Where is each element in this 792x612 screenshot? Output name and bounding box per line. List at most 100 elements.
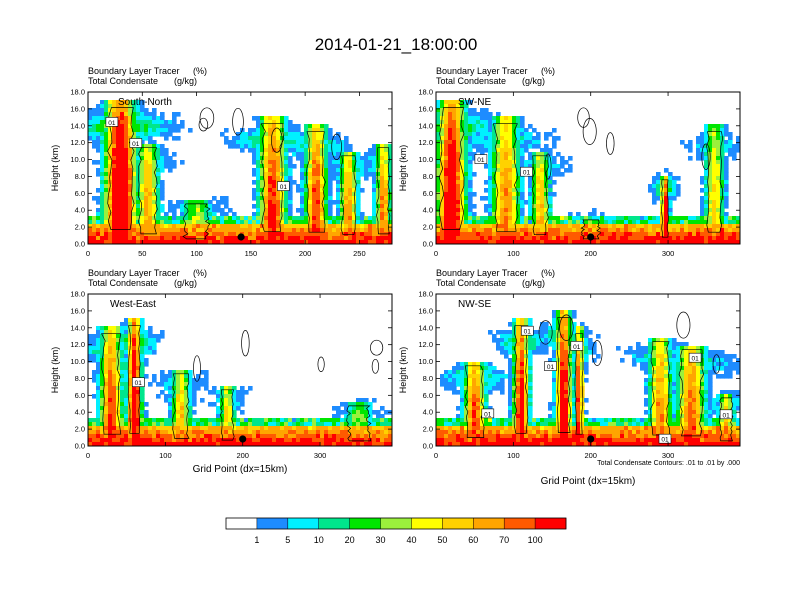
field-cell <box>632 228 637 233</box>
field-cell <box>352 402 357 407</box>
field-cell <box>116 390 121 395</box>
field-cell <box>700 346 705 351</box>
field-cell <box>516 184 521 189</box>
field-cell <box>132 188 137 193</box>
field-cell <box>160 434 165 439</box>
field-cell <box>688 240 693 244</box>
field-cell <box>276 152 281 157</box>
field-cell <box>492 334 497 339</box>
field-cell <box>328 232 333 237</box>
contour-label: 01 <box>477 157 485 164</box>
field-cell <box>292 236 297 241</box>
field-cell <box>108 188 113 193</box>
field-cell <box>308 196 313 201</box>
field-cell <box>120 104 125 109</box>
field-cell <box>720 164 725 169</box>
field-cell <box>260 196 265 201</box>
field-cell <box>540 204 545 209</box>
field-cell <box>188 236 193 241</box>
field-cell <box>184 398 189 403</box>
field-cell <box>732 156 737 161</box>
field-cell <box>716 156 721 161</box>
field-cell <box>736 232 740 237</box>
field-cell <box>452 112 457 117</box>
field-cell <box>492 228 497 233</box>
field-cell <box>228 394 233 399</box>
field-cell <box>108 418 113 423</box>
field-cell <box>580 358 585 363</box>
field-cell <box>328 148 333 153</box>
field-cell <box>388 204 392 209</box>
field-cell <box>140 168 145 173</box>
field-cell <box>648 240 653 244</box>
field-cell <box>232 240 237 244</box>
field-cell <box>196 430 201 435</box>
field-cell <box>284 422 289 427</box>
field-cell <box>436 116 441 121</box>
field-cell <box>580 216 585 221</box>
field-cell <box>140 184 145 189</box>
x-tick-label: 100 <box>159 451 172 460</box>
panel-header-tracer-unit: (%) <box>193 268 207 278</box>
field-cell <box>548 236 553 241</box>
field-cell <box>100 216 105 221</box>
field-cell <box>136 414 141 419</box>
field-cell <box>108 430 113 435</box>
field-cell <box>388 240 392 244</box>
field-cell <box>248 418 253 423</box>
field-cell <box>520 204 525 209</box>
field-cell <box>96 422 101 427</box>
field-cell <box>300 434 305 439</box>
field-cell <box>456 192 461 197</box>
field-cell <box>452 144 457 149</box>
field-cell <box>536 192 541 197</box>
field-cell <box>384 426 389 431</box>
field-cell <box>532 342 537 347</box>
field-cell <box>388 224 392 229</box>
field-cell <box>92 378 97 383</box>
field-cell <box>468 136 473 141</box>
field-cell <box>344 148 349 153</box>
field-cell <box>224 212 229 217</box>
field-cell <box>268 200 273 205</box>
field-cell <box>200 418 205 423</box>
field-cell <box>352 236 357 241</box>
field-cell <box>324 172 329 177</box>
field-cell <box>668 172 673 177</box>
field-cell <box>224 402 229 407</box>
field-cell <box>116 144 121 149</box>
field-cell <box>92 128 97 133</box>
field-cell <box>712 124 717 129</box>
field-cell <box>240 410 245 415</box>
field-cell <box>488 144 493 149</box>
field-cell <box>112 334 117 339</box>
field-cell <box>556 342 561 347</box>
field-cell <box>260 204 265 209</box>
field-cell <box>124 160 129 165</box>
field-cell <box>484 180 489 185</box>
field-cell <box>372 180 377 185</box>
field-cell <box>640 228 645 233</box>
field-cell <box>520 152 525 157</box>
contour-line <box>317 356 325 372</box>
field-cell <box>232 398 237 403</box>
field-cell <box>508 116 513 121</box>
field-cell <box>364 228 369 233</box>
field-cell <box>468 216 473 221</box>
field-cell <box>124 104 129 109</box>
field-cell <box>132 152 137 157</box>
field-cell <box>220 390 225 395</box>
field-cell <box>200 220 205 225</box>
field-cell <box>256 228 261 233</box>
field-cell <box>528 176 533 181</box>
field-cell <box>668 188 673 193</box>
field-cell <box>384 192 389 197</box>
field-cell <box>96 200 101 205</box>
field-cell <box>348 418 353 423</box>
field-cell <box>660 204 665 209</box>
field-cell <box>664 358 669 363</box>
field-cell <box>180 378 185 383</box>
field-cell <box>120 164 125 169</box>
field-cell <box>100 410 105 415</box>
field-cell <box>584 228 589 233</box>
